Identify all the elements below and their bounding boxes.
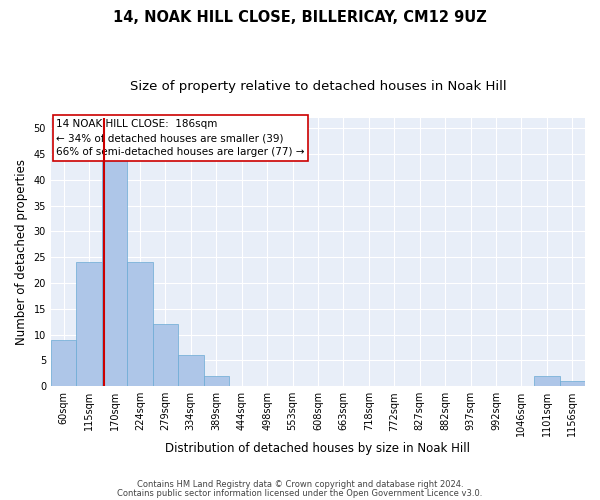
Bar (534, 376, 560, 386)
Bar (102, 149, 127, 386)
Title: Size of property relative to detached houses in Noak Hill: Size of property relative to detached ho… (130, 80, 506, 93)
Text: 14 NOAK HILL CLOSE:  186sqm
← 34% of detached houses are smaller (39)
66% of sem: 14 NOAK HILL CLOSE: 186sqm ← 34% of deta… (56, 119, 305, 157)
Bar (560, 381, 585, 386)
Bar (76, 262, 102, 386)
Y-axis label: Number of detached properties: Number of detached properties (15, 159, 28, 345)
Bar (203, 376, 229, 386)
Bar (178, 355, 203, 386)
Bar (51, 340, 76, 386)
X-axis label: Distribution of detached houses by size in Noak Hill: Distribution of detached houses by size … (166, 442, 470, 455)
Text: Contains public sector information licensed under the Open Government Licence v3: Contains public sector information licen… (118, 489, 482, 498)
Bar (127, 262, 152, 386)
Text: 14, NOAK HILL CLOSE, BILLERICAY, CM12 9UZ: 14, NOAK HILL CLOSE, BILLERICAY, CM12 9U… (113, 10, 487, 25)
Bar (152, 324, 178, 386)
Text: Contains HM Land Registry data © Crown copyright and database right 2024.: Contains HM Land Registry data © Crown c… (137, 480, 463, 489)
